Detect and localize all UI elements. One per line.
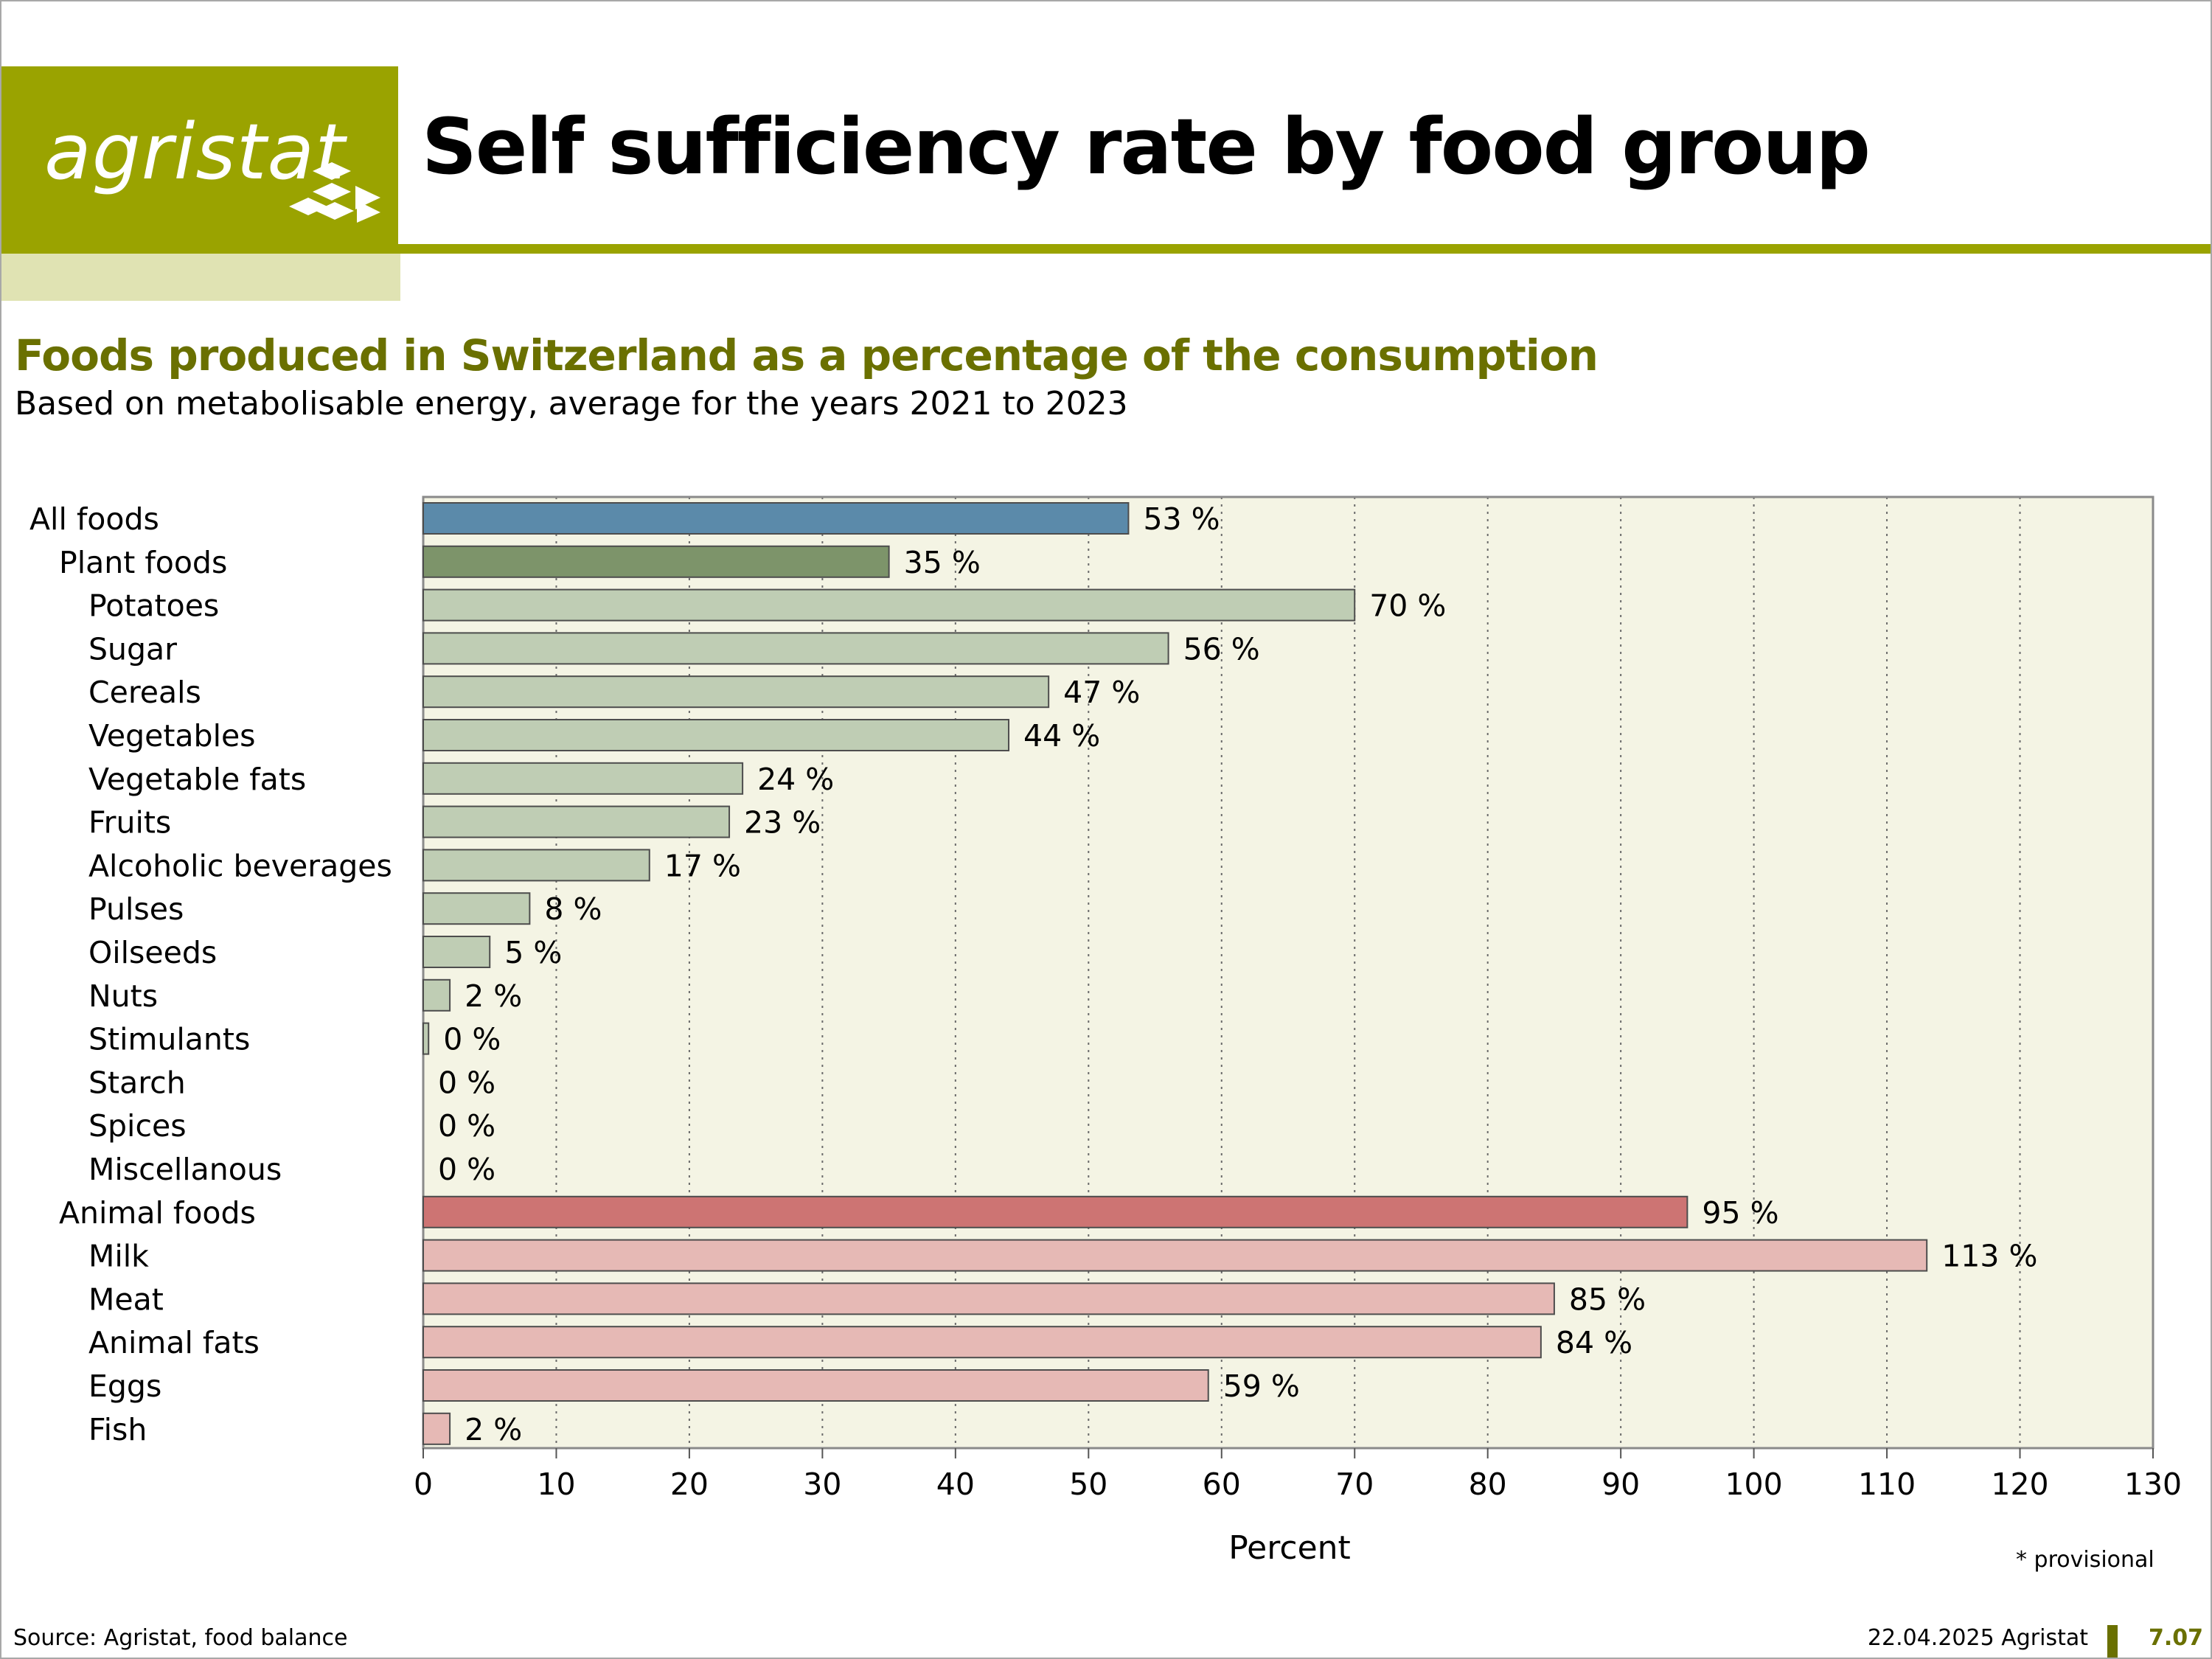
bar <box>422 805 731 838</box>
data-label: 59 % <box>1223 1368 1300 1404</box>
bar <box>422 849 650 882</box>
data-label: 95 % <box>1702 1195 1778 1231</box>
bar <box>422 978 451 1012</box>
bar <box>422 545 890 578</box>
bar <box>422 892 531 925</box>
data-label: 5 % <box>504 935 562 970</box>
data-label: 85 % <box>1569 1281 1646 1317</box>
bar <box>422 1239 1928 1272</box>
category-label: Miscellanous <box>88 1152 282 1187</box>
x-tick-label: 120 <box>1991 1467 2048 1502</box>
footer-page-number: 7.07 <box>2149 1625 2204 1651</box>
data-label: 23 % <box>744 805 821 841</box>
data-label: 2 % <box>465 1412 522 1447</box>
x-tick-label: 20 <box>670 1467 709 1502</box>
chart-subtitle-note: Based on metabolisable energy, average f… <box>15 385 1128 422</box>
category-label: Vegetable fats <box>88 762 306 797</box>
category-label: Milk <box>88 1239 149 1274</box>
x-tick-label: 0 <box>414 1467 433 1502</box>
category-label: Starch <box>88 1065 186 1100</box>
category-label: Sugar <box>88 631 177 667</box>
category-label: Oilseeds <box>88 935 217 970</box>
category-label: Nuts <box>88 978 158 1014</box>
data-label: 0 % <box>438 1152 495 1187</box>
bar <box>422 1412 451 1445</box>
data-label: 56 % <box>1183 631 1260 667</box>
x-axis-label: Percent <box>1228 1529 1351 1567</box>
category-label: Cereals <box>88 675 201 710</box>
x-tick-label: 90 <box>1601 1467 1640 1502</box>
bar <box>422 1326 1542 1359</box>
data-label: 47 % <box>1063 675 1140 710</box>
x-tick-label: 80 <box>1469 1467 1507 1502</box>
data-label: 2 % <box>465 978 522 1014</box>
footer-date: 22.04.2025 Agristat <box>1867 1625 2088 1651</box>
category-label: Stimulants <box>88 1022 250 1057</box>
x-tick-label: 40 <box>936 1467 975 1502</box>
category-label: Spices <box>88 1108 187 1144</box>
data-label: 70 % <box>1369 588 1446 624</box>
x-tick-label: 100 <box>1725 1467 1782 1502</box>
bar <box>422 719 1010 751</box>
bar <box>422 588 1356 622</box>
data-label: 0 % <box>438 1065 495 1100</box>
x-tick-label: 110 <box>1858 1467 1916 1502</box>
header-rule <box>398 244 2211 254</box>
bar <box>422 1282 1555 1315</box>
x-tick-label: 10 <box>537 1467 575 1502</box>
data-label: 84 % <box>1556 1325 1632 1360</box>
category-label: Vegetables <box>88 718 256 754</box>
category-label: Pulses <box>88 891 184 927</box>
x-tick-label: 130 <box>2124 1467 2182 1502</box>
data-label: 8 % <box>544 891 602 927</box>
data-label: 24 % <box>757 762 834 797</box>
bar <box>422 502 1130 535</box>
bar <box>422 1022 430 1055</box>
x-tick-label: 70 <box>1335 1467 1374 1502</box>
category-label: Eggs <box>88 1368 161 1404</box>
chart-subtitle: Foods produced in Switzerland as a perce… <box>15 330 1599 380</box>
bar <box>422 1195 1688 1228</box>
plot-border <box>422 495 2154 1450</box>
category-label: Potatoes <box>88 588 219 624</box>
logo-text: agristat <box>44 107 346 197</box>
footer-divider <box>2107 1625 2118 1658</box>
data-label: 44 % <box>1023 718 1100 754</box>
x-tick-label: 30 <box>803 1467 841 1502</box>
category-label: All foods <box>29 501 159 537</box>
category-label: Animal foods <box>59 1195 256 1231</box>
bar <box>422 675 1050 709</box>
data-label: 0 % <box>443 1022 501 1057</box>
bar <box>422 936 491 968</box>
data-label: 0 % <box>438 1108 495 1144</box>
bar <box>422 762 744 795</box>
logo-panel <box>1 66 398 254</box>
data-label: 113 % <box>1941 1239 2037 1274</box>
logo-underbar <box>1 254 400 301</box>
category-label: Animal fats <box>88 1325 260 1360</box>
category-label: Meat <box>88 1281 164 1317</box>
bar <box>422 1369 1209 1402</box>
footer-source: Source: Agristat, food balance <box>13 1625 348 1651</box>
data-label: 17 % <box>664 848 741 883</box>
page-title: Self sufficiency rate by food group <box>422 102 1871 192</box>
category-label: Alcoholic beverages <box>88 848 392 883</box>
x-tick-label: 60 <box>1203 1467 1241 1502</box>
provisional-note: * provisional <box>2016 1547 2154 1573</box>
category-label: Plant foods <box>59 545 227 580</box>
x-tick-label: 50 <box>1069 1467 1107 1502</box>
bar <box>422 632 1169 665</box>
category-label: Fish <box>88 1412 147 1447</box>
data-label: 53 % <box>1143 501 1220 537</box>
data-label: 35 % <box>904 545 981 580</box>
category-label: Fruits <box>88 805 171 841</box>
logo-mark-icon <box>289 162 380 223</box>
